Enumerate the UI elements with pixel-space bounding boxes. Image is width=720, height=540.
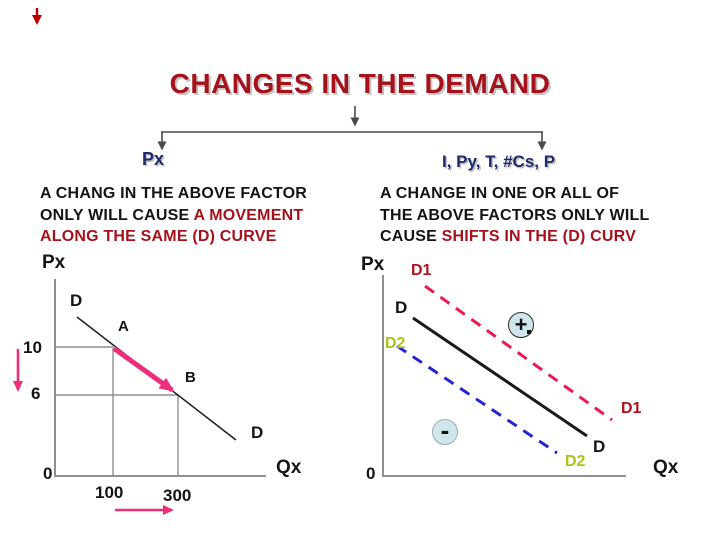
left-explanation-line2-black: ONLY WILL CAUSE bbox=[40, 206, 194, 224]
left-explanation-line2: ONLY WILL CAUSE A MOVEMENT bbox=[40, 205, 307, 227]
right-chart-x-label: Qx bbox=[653, 457, 679, 478]
left-chart-x-label: Qx bbox=[276, 457, 302, 478]
plus-badge-dot bbox=[527, 330, 531, 334]
right-chart-d1-label-top: D1 bbox=[411, 262, 432, 279]
left-explanation: A CHANG IN THE ABOVE FACTOR ONLY WILL CA… bbox=[40, 183, 307, 248]
branch-label-factors: I, Py, T, #Cs, P bbox=[442, 153, 555, 170]
slide-title: CHANGES IN THE DEMAND bbox=[169, 68, 551, 99]
left-chart-tick-300: 300 bbox=[163, 486, 192, 505]
left-chart-d-label-bottom: D bbox=[251, 423, 264, 442]
right-chart-d-label-top: D bbox=[395, 298, 408, 317]
right-chart-d2-label-bottom: D2 bbox=[565, 453, 586, 470]
minus-badge: - bbox=[432, 417, 458, 445]
plus-badge: + bbox=[508, 312, 534, 338]
movement-arrow-icon bbox=[112, 346, 175, 393]
right-explanation-line3-red: SHIFTS IN THE (D) CURV bbox=[441, 228, 636, 245]
left-explanation-line3: ALONG THE SAME (D) CURVE bbox=[40, 228, 277, 245]
left-explanation-line2-red: A MOVEMENT bbox=[193, 206, 304, 224]
right-explanation-line2: THE ABOVE FACTORS ONLY WILL bbox=[380, 206, 650, 224]
branch-label-factors-main: I, Py, T, #Cs, P bbox=[442, 152, 556, 171]
right-chart-d2-label-left: D2 bbox=[385, 335, 406, 352]
left-chart-point-a-label: A bbox=[118, 318, 129, 335]
right-chart-d1-dashed-curve bbox=[424, 284, 613, 422]
left-chart-origin: 0 bbox=[43, 464, 53, 483]
right-chart-d-label-bottom: D bbox=[593, 437, 606, 456]
right-explanation-line3-black: CAUSE bbox=[380, 228, 442, 245]
right-chart-d1-label-right: D1 bbox=[621, 400, 642, 417]
left-explanation-line1: A CHANG IN THE ABOVE FACTOR bbox=[40, 185, 308, 202]
right-chart-d-solid-curve bbox=[412, 316, 588, 438]
right-explanation: A CHANGE IN ONE OR ALL OF THE ABOVE FACT… bbox=[380, 183, 649, 248]
right-chart-y-label: Px bbox=[361, 254, 385, 275]
left-chart-y-label: Px bbox=[42, 252, 66, 273]
right-explanation-line3: CAUSE SHIFTS IN THE (D) CURV bbox=[380, 226, 649, 248]
left-chart-point-b-label: B bbox=[185, 369, 196, 386]
left-chart-tick-100: 100 bbox=[95, 483, 124, 502]
right-chart-d2-dashed-curve bbox=[396, 344, 558, 455]
right-explanation-line1: A CHANGE IN ONE OR ALL OF bbox=[380, 185, 620, 202]
branch-label-px: Px bbox=[142, 149, 165, 169]
left-chart-d-label-top: D bbox=[70, 291, 83, 310]
left-chart-tick-6: 6 bbox=[31, 384, 41, 403]
left-chart-tick-10: 10 bbox=[23, 338, 42, 357]
right-chart-origin: 0 bbox=[366, 464, 376, 483]
